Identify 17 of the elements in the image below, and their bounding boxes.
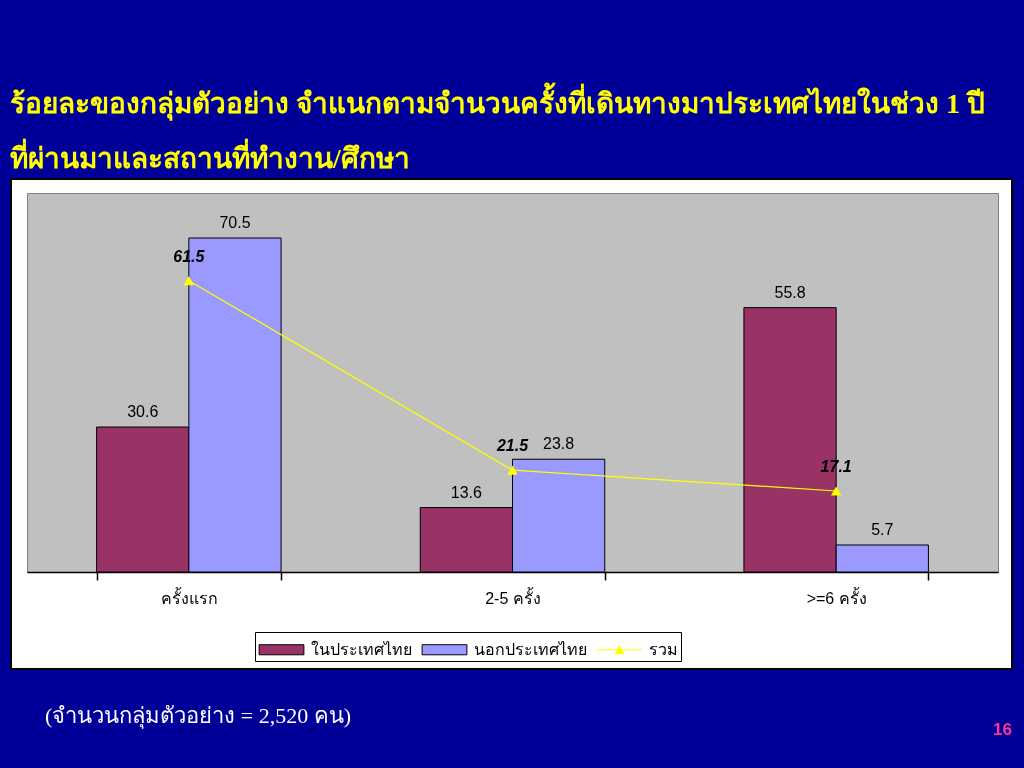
x-tick-label: >=6 ครั้ง xyxy=(806,586,867,607)
data-label: 30.6 xyxy=(127,403,159,421)
text: 16 xyxy=(993,720,1012,740)
data-label: 13.6 xyxy=(450,483,483,501)
legend-label: นอกประเทศไทย xyxy=(474,639,587,658)
data-label: 55.8 xyxy=(774,283,806,301)
x-tick-label: ครั้งแรก xyxy=(160,586,218,607)
chart-title: ร้อยละของกลุ่มตัวอย่าง จำแนกตามจำนวนครั้งที่เดินทางมาประเทศไทยในช่วง 1 ปีที่ผ่านมาและสถานที่ทำงาน/ศึกษา xyxy=(10,81,986,176)
legend-label: รวม xyxy=(649,640,678,658)
legend-label: ในประเทศไทย xyxy=(311,639,412,658)
data-label: 23.8 xyxy=(543,435,575,453)
data-label: 5.7 xyxy=(871,521,894,538)
x-tick-label: 2-5 ครั้ง xyxy=(485,586,541,607)
text: (จำนวนกลุ่มตัวอย่าง = 2,520 คน) xyxy=(45,702,352,731)
data-label: 70.5 xyxy=(219,214,251,232)
data-label: 21.5 xyxy=(495,437,530,455)
data-label: 17.1 xyxy=(820,457,852,475)
